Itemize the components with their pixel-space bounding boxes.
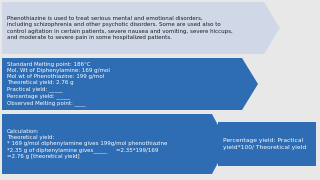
Text: Standard Melting point: 186°C
Mol. Wt of Diphenylamine: 169 g/mol
Mol wt of Phen: Standard Melting point: 186°C Mol. Wt of… — [7, 62, 110, 106]
Bar — [218, 122, 316, 166]
Polygon shape — [2, 2, 280, 54]
Polygon shape — [2, 114, 228, 174]
Text: Calculation:
Theoretical yield:
* 169 g/mol diphenylamine gives 199g/mol phenoth: Calculation: Theoretical yield: * 169 g/… — [7, 129, 167, 159]
Polygon shape — [2, 58, 258, 110]
Text: Percentage yield: Practical
yield*100/ Theoretical yield: Percentage yield: Practical yield*100/ T… — [223, 138, 306, 150]
Text: Phenothiazine is used to treat serious mental and emotional disorders,
including: Phenothiazine is used to treat serious m… — [7, 16, 233, 40]
